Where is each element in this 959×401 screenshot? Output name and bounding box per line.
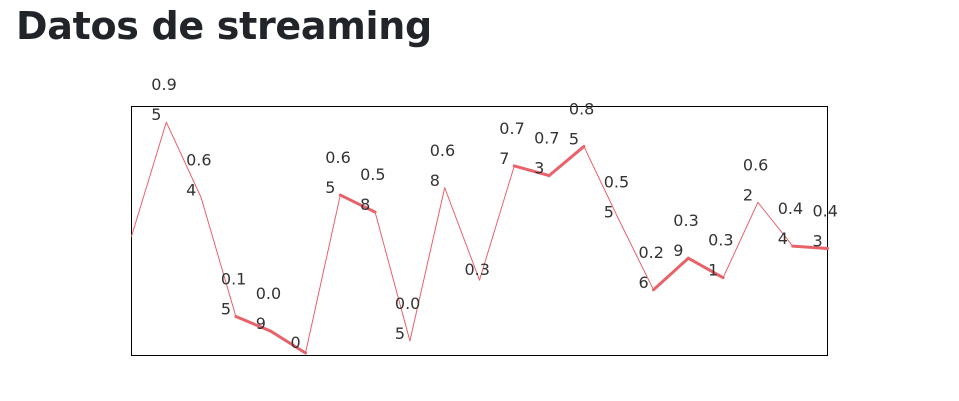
line-segment — [409, 187, 446, 342]
data-label: 0.2 6 — [639, 243, 664, 292]
line-segment — [305, 194, 341, 354]
data-label: 0.0 5 — [395, 294, 420, 343]
line-segment — [618, 218, 654, 291]
data-label: 0.3 9 — [673, 211, 698, 260]
line-segment — [374, 211, 411, 342]
line-segment — [757, 201, 794, 247]
line-segment — [165, 121, 202, 198]
data-label: 0.3 — [465, 260, 490, 279]
data-label: 0 — [291, 333, 301, 352]
data-label: 0.5 5 — [604, 172, 629, 221]
data-label: 0.8 5 — [569, 99, 594, 148]
data-label: 0.4 3 — [813, 202, 838, 251]
data-label: 0.5 8 — [360, 165, 385, 214]
line-segment — [338, 193, 377, 214]
data-label: 0.9 5 — [151, 75, 176, 124]
line-segment — [547, 144, 586, 178]
data-label: 0.4 4 — [778, 199, 803, 248]
line-segment — [722, 201, 759, 279]
line-segment — [479, 165, 515, 281]
line-segment — [791, 244, 829, 251]
data-label: 0.7 7 — [499, 119, 524, 168]
line-segment — [652, 256, 690, 292]
data-label: 0.1 5 — [221, 270, 246, 319]
line-segment — [512, 164, 551, 178]
data-label: 0.0 9 — [256, 284, 281, 333]
line-segment — [686, 256, 725, 280]
line-segment — [200, 196, 237, 318]
data-label: 0.6 8 — [430, 141, 455, 190]
line-segment — [444, 187, 480, 281]
data-label: 0.6 2 — [743, 155, 768, 204]
line-segment — [583, 145, 620, 220]
data-label: 0.3 1 — [708, 231, 733, 280]
data-labels: 0.9 5 0.6 4 0.1 5 0.0 9 0 0.6 5 0.5 8 0.0 5 0.6 8 0.3 0.7 7… — [151, 75, 838, 352]
data-label: 0.6 5 — [325, 148, 350, 197]
line-segment — [234, 315, 273, 333]
data-label: 0.7 3 — [534, 129, 559, 178]
line-segment — [269, 329, 307, 355]
plot-frame — [131, 106, 828, 356]
page-title: Datos de streaming — [16, 4, 432, 48]
line-segment — [131, 121, 167, 237]
data-label: 0.6 4 — [186, 150, 211, 199]
line-series — [131, 121, 829, 355]
